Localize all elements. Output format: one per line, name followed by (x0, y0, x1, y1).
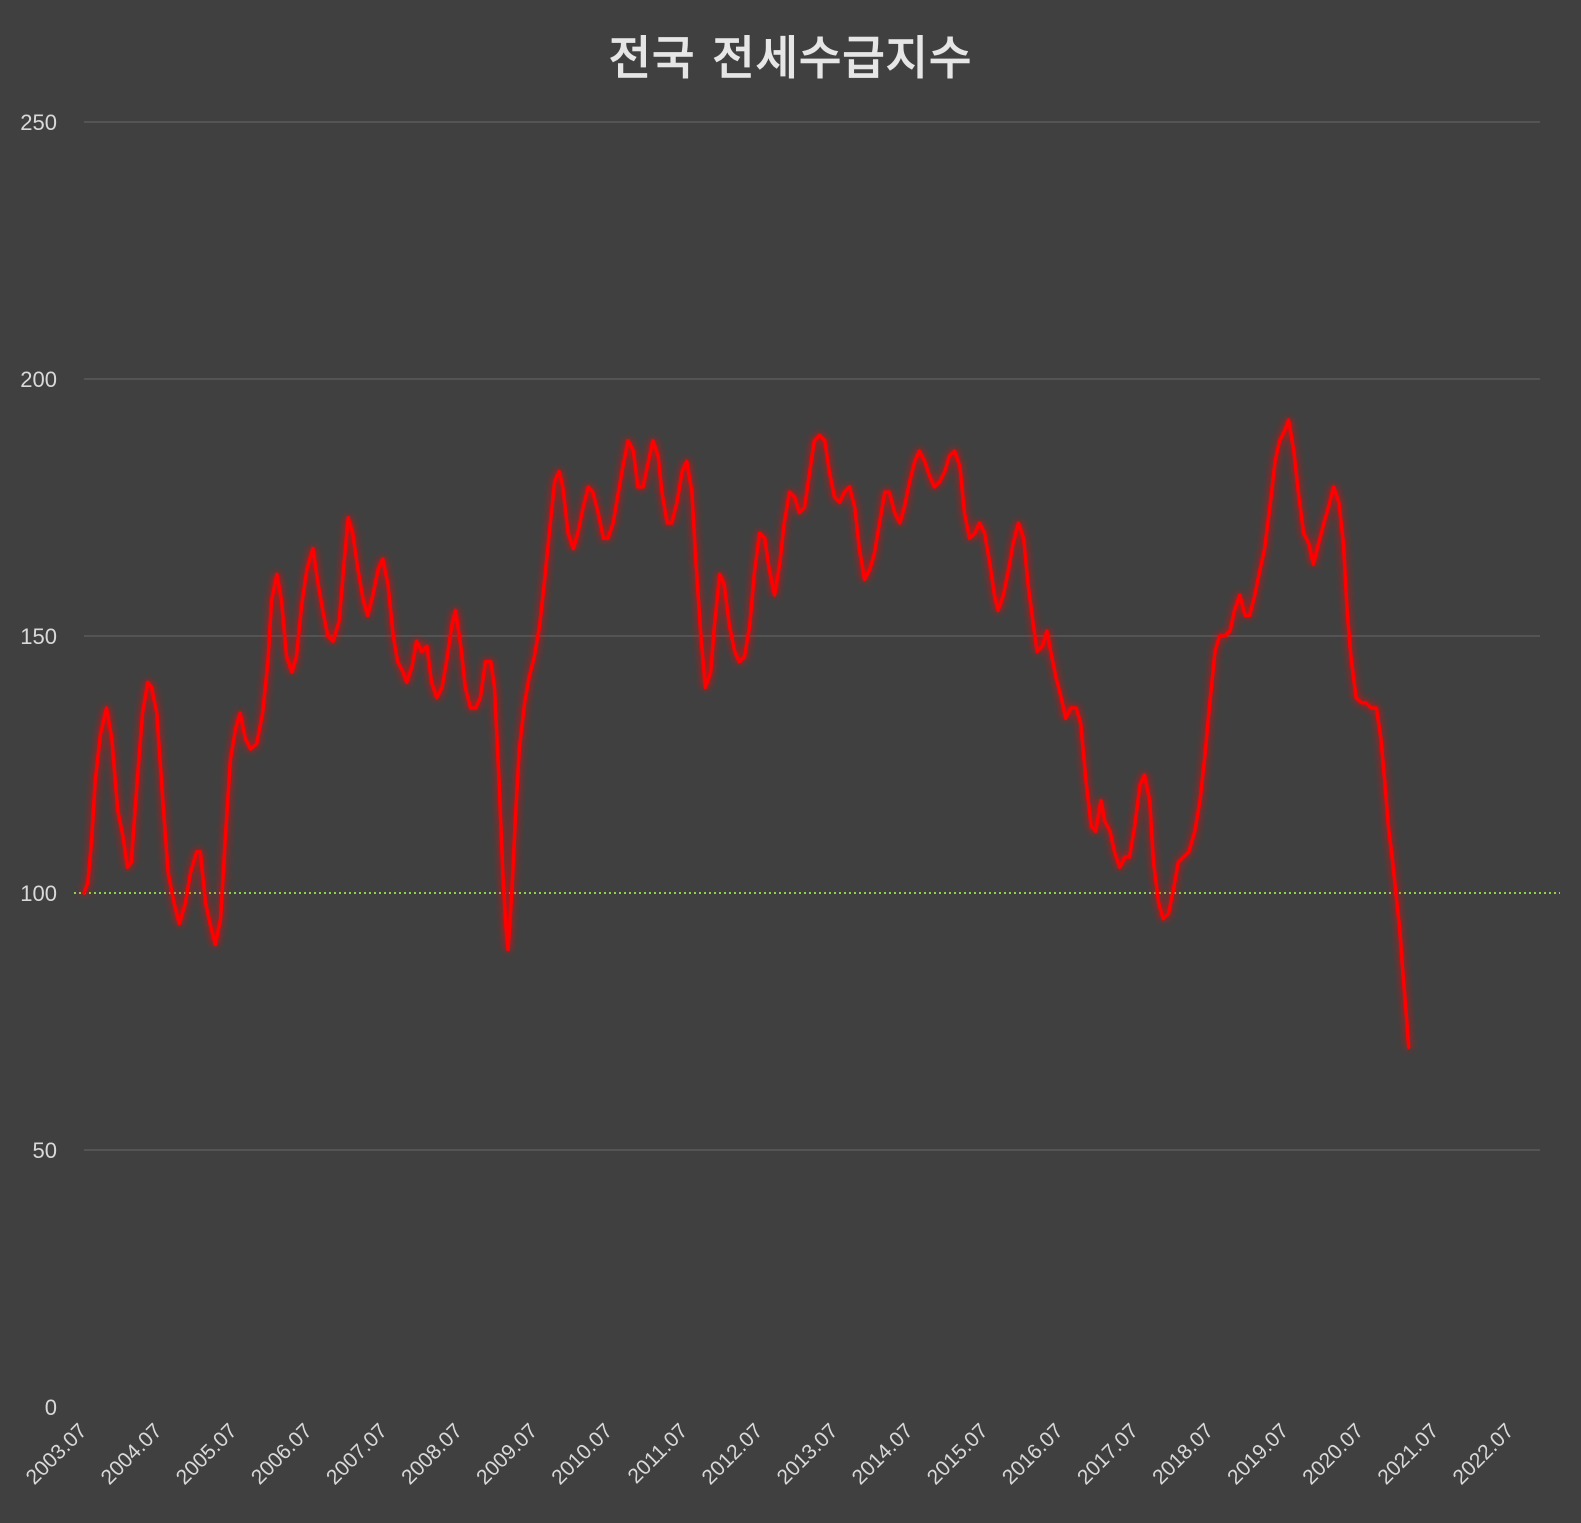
y-axis-ticks: 0 50 100 150 200 250 (20, 110, 57, 1420)
x-tick-label: 2010.07 (547, 1419, 617, 1489)
y-tick-label: 50 (33, 1138, 57, 1163)
x-tick-label: 2013.07 (773, 1419, 843, 1489)
x-tick-label: 2005.07 (172, 1419, 242, 1489)
series-line (82, 418, 1411, 1049)
y-tick-label: 150 (20, 624, 57, 649)
x-tick-label: 2006.07 (247, 1419, 317, 1489)
x-tick-label: 2017.07 (1073, 1419, 1143, 1489)
x-tick-label: 2021.07 (1373, 1419, 1443, 1489)
series-group (82, 418, 1411, 1049)
y-tick-label: 250 (20, 110, 57, 135)
x-tick-label: 2015.07 (923, 1419, 993, 1489)
x-tick-label: 2008.07 (397, 1419, 467, 1489)
chart-title: 전국 전세수급지수 (608, 31, 973, 85)
x-tick-label: 2018.07 (1148, 1419, 1218, 1489)
x-tick-label: 2012.07 (697, 1419, 767, 1489)
y-tick-label: 200 (20, 367, 57, 392)
x-tick-label: 2020.07 (1298, 1419, 1368, 1489)
x-tick-label: 2016.07 (998, 1419, 1068, 1489)
x-tick-label: 2014.07 (848, 1419, 918, 1489)
gridlines (84, 121, 1540, 1151)
x-tick-label: 2009.07 (472, 1419, 542, 1489)
y-tick-label: 100 (20, 881, 57, 906)
x-tick-label: 2022.07 (1448, 1419, 1518, 1489)
x-axis-ticks: 2003.07 2004.07 2005.07 2006.07 2007.07 2008.… (22, 1419, 1519, 1489)
x-tick-label: 2019.07 (1223, 1419, 1293, 1489)
x-tick-label: 2011.07 (623, 1419, 692, 1488)
x-tick-label: 2007.07 (322, 1419, 392, 1489)
y-tick-label: 0 (45, 1395, 57, 1420)
x-tick-label: 2003.07 (22, 1419, 92, 1489)
x-tick-label: 2004.07 (97, 1419, 167, 1489)
